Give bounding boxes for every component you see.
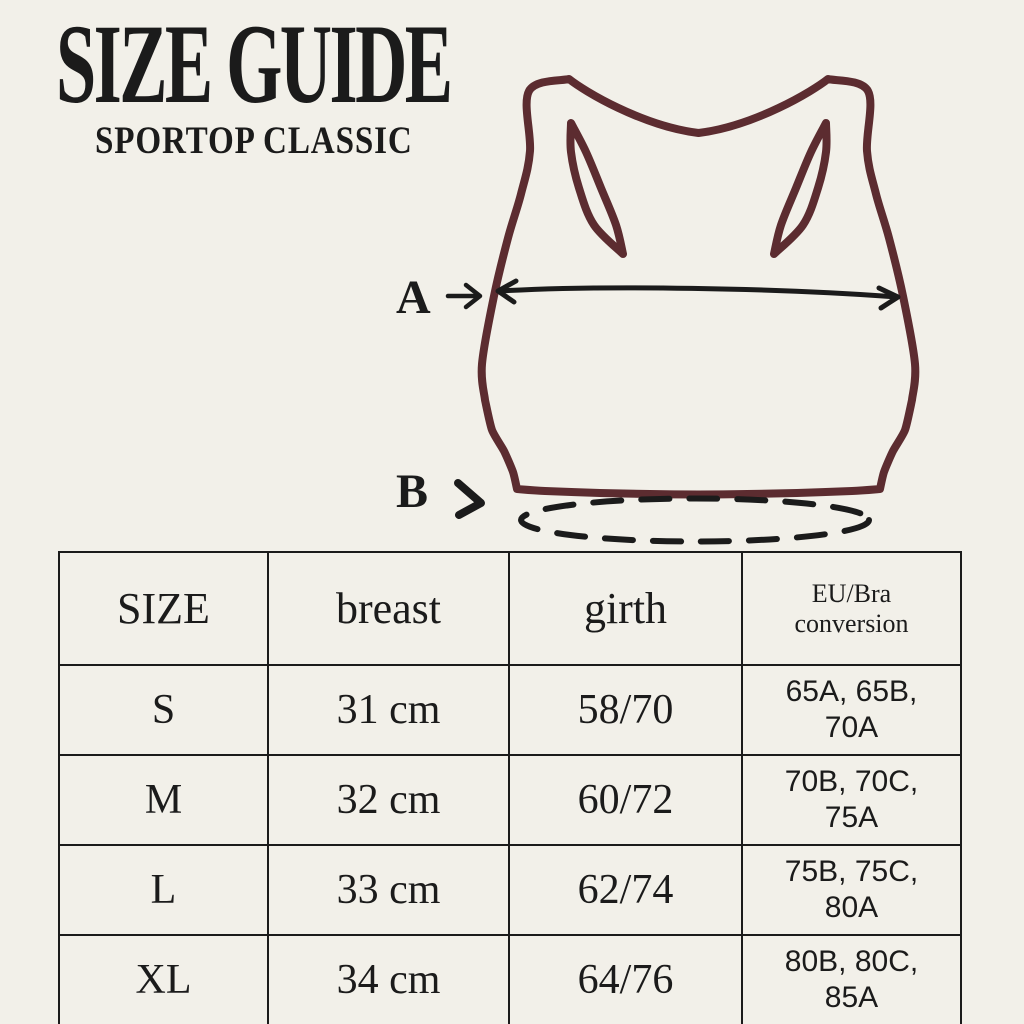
svg-text:A: A: [396, 271, 431, 324]
svg-text:B: B: [396, 465, 428, 518]
